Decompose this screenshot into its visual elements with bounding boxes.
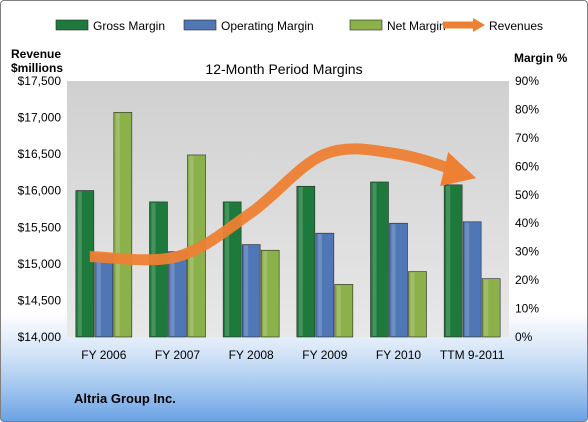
bar-highlight (244, 245, 249, 336)
legend-swatch-operating-margin (183, 19, 217, 31)
bar-highlight (446, 185, 451, 336)
legend-swatch-net-margin (349, 19, 383, 31)
bar-highlight (96, 255, 101, 336)
left-tick-label: $17,500 (18, 74, 62, 88)
bar-gross-margin (370, 181, 389, 338)
category-label: FY 2008 (229, 348, 274, 362)
right-tick-label: 0% (515, 330, 533, 344)
right-tick-label: 70% (515, 131, 539, 145)
bar-highlight (336, 285, 341, 336)
bar-net-margin (334, 284, 354, 338)
bar-highlight (77, 191, 82, 336)
left-tick-label: $14,000 (18, 330, 62, 344)
bar-gross-margin (75, 190, 95, 338)
right-tick-label: 50% (515, 188, 539, 202)
revenues-arrowhead (440, 152, 477, 187)
bar-highlight (151, 202, 156, 336)
left-axis-label-line2: $millions (11, 61, 63, 75)
bar-gross-margin (149, 201, 168, 338)
bar-operating-margin (241, 244, 261, 338)
revenues-line (89, 143, 461, 266)
bar-highlight (465, 222, 470, 336)
right-tick-label: 20% (515, 273, 539, 287)
right-axis-label: Margin % (514, 51, 568, 65)
bar-net-margin (408, 271, 427, 338)
left-axis-ticks: $14,000 $14,500 $15,000 $15,500 $16,000 $16,5… (18, 74, 62, 344)
bar-highlight (115, 113, 120, 337)
bar-highlight (391, 224, 396, 336)
company-name: Altria Group Inc. (74, 391, 176, 406)
left-tick-label: $16,000 (18, 184, 62, 198)
bar-operating-margin (462, 221, 482, 338)
legend: Gross Margin Operating Margin Net Margin Re… (55, 18, 543, 33)
left-tick-label: $15,500 (18, 220, 62, 234)
bars (75, 111, 501, 338)
category-labels: FY 2006 FY 2007 FY 2008 FY 2009 FY 2010 TTM 9… (81, 348, 504, 362)
legend-swatch-gross-margin (55, 19, 89, 31)
bar-highlight (225, 202, 230, 336)
right-tick-label: 10% (515, 302, 539, 316)
right-tick-label: 40% (515, 216, 539, 230)
revenue-line (89, 143, 477, 266)
legend-label-net-margin: Net Margin (387, 19, 446, 33)
left-tick-label: $15,000 (18, 257, 62, 271)
bar-highlight (484, 279, 489, 336)
legend-label-operating-margin: Operating Margin (221, 19, 314, 33)
bar-net-margin (260, 249, 280, 338)
right-tick-label: 30% (515, 245, 539, 259)
bar-highlight (372, 182, 377, 336)
right-tick-label: 80% (515, 102, 539, 116)
right-tick-label: 60% (515, 159, 539, 173)
legend-arrowhead (473, 18, 485, 32)
bar-operating-margin (315, 232, 335, 338)
left-axis-label-line1: Revenue (11, 47, 61, 61)
category-label: FY 2007 (155, 348, 200, 362)
bar-highlight (317, 234, 322, 336)
bar-highlight (263, 251, 268, 336)
legend-label-gross-margin: Gross Margin (93, 19, 165, 33)
bar-highlight (170, 252, 175, 336)
bar-gross-margin (296, 185, 316, 338)
category-label: FY 2006 (81, 348, 126, 362)
category-label: FY 2010 (376, 348, 421, 362)
left-tick-label: $14,500 (18, 293, 62, 307)
bar-net-margin (113, 111, 133, 338)
bar-net-margin (481, 278, 501, 338)
category-label: FY 2009 (302, 348, 347, 362)
left-tick-label: $16,500 (18, 147, 62, 161)
legend-label-revenues: Revenues (489, 19, 543, 33)
category-label: TTM 9-2011 (440, 348, 505, 362)
bar-highlight (298, 187, 303, 336)
right-tick-label: 90% (515, 74, 539, 88)
bar-highlight (410, 272, 415, 336)
bar-operating-margin (389, 222, 408, 338)
plot-area (67, 81, 509, 337)
bar-gross-margin (443, 184, 463, 338)
right-axis-ticks: 0% 10% 20% 30% 40% 50% 60% 70% 80% 90% (515, 74, 539, 344)
chart-title: 12-Month Period Margins (205, 61, 362, 77)
left-tick-label: $17,000 (18, 111, 62, 125)
